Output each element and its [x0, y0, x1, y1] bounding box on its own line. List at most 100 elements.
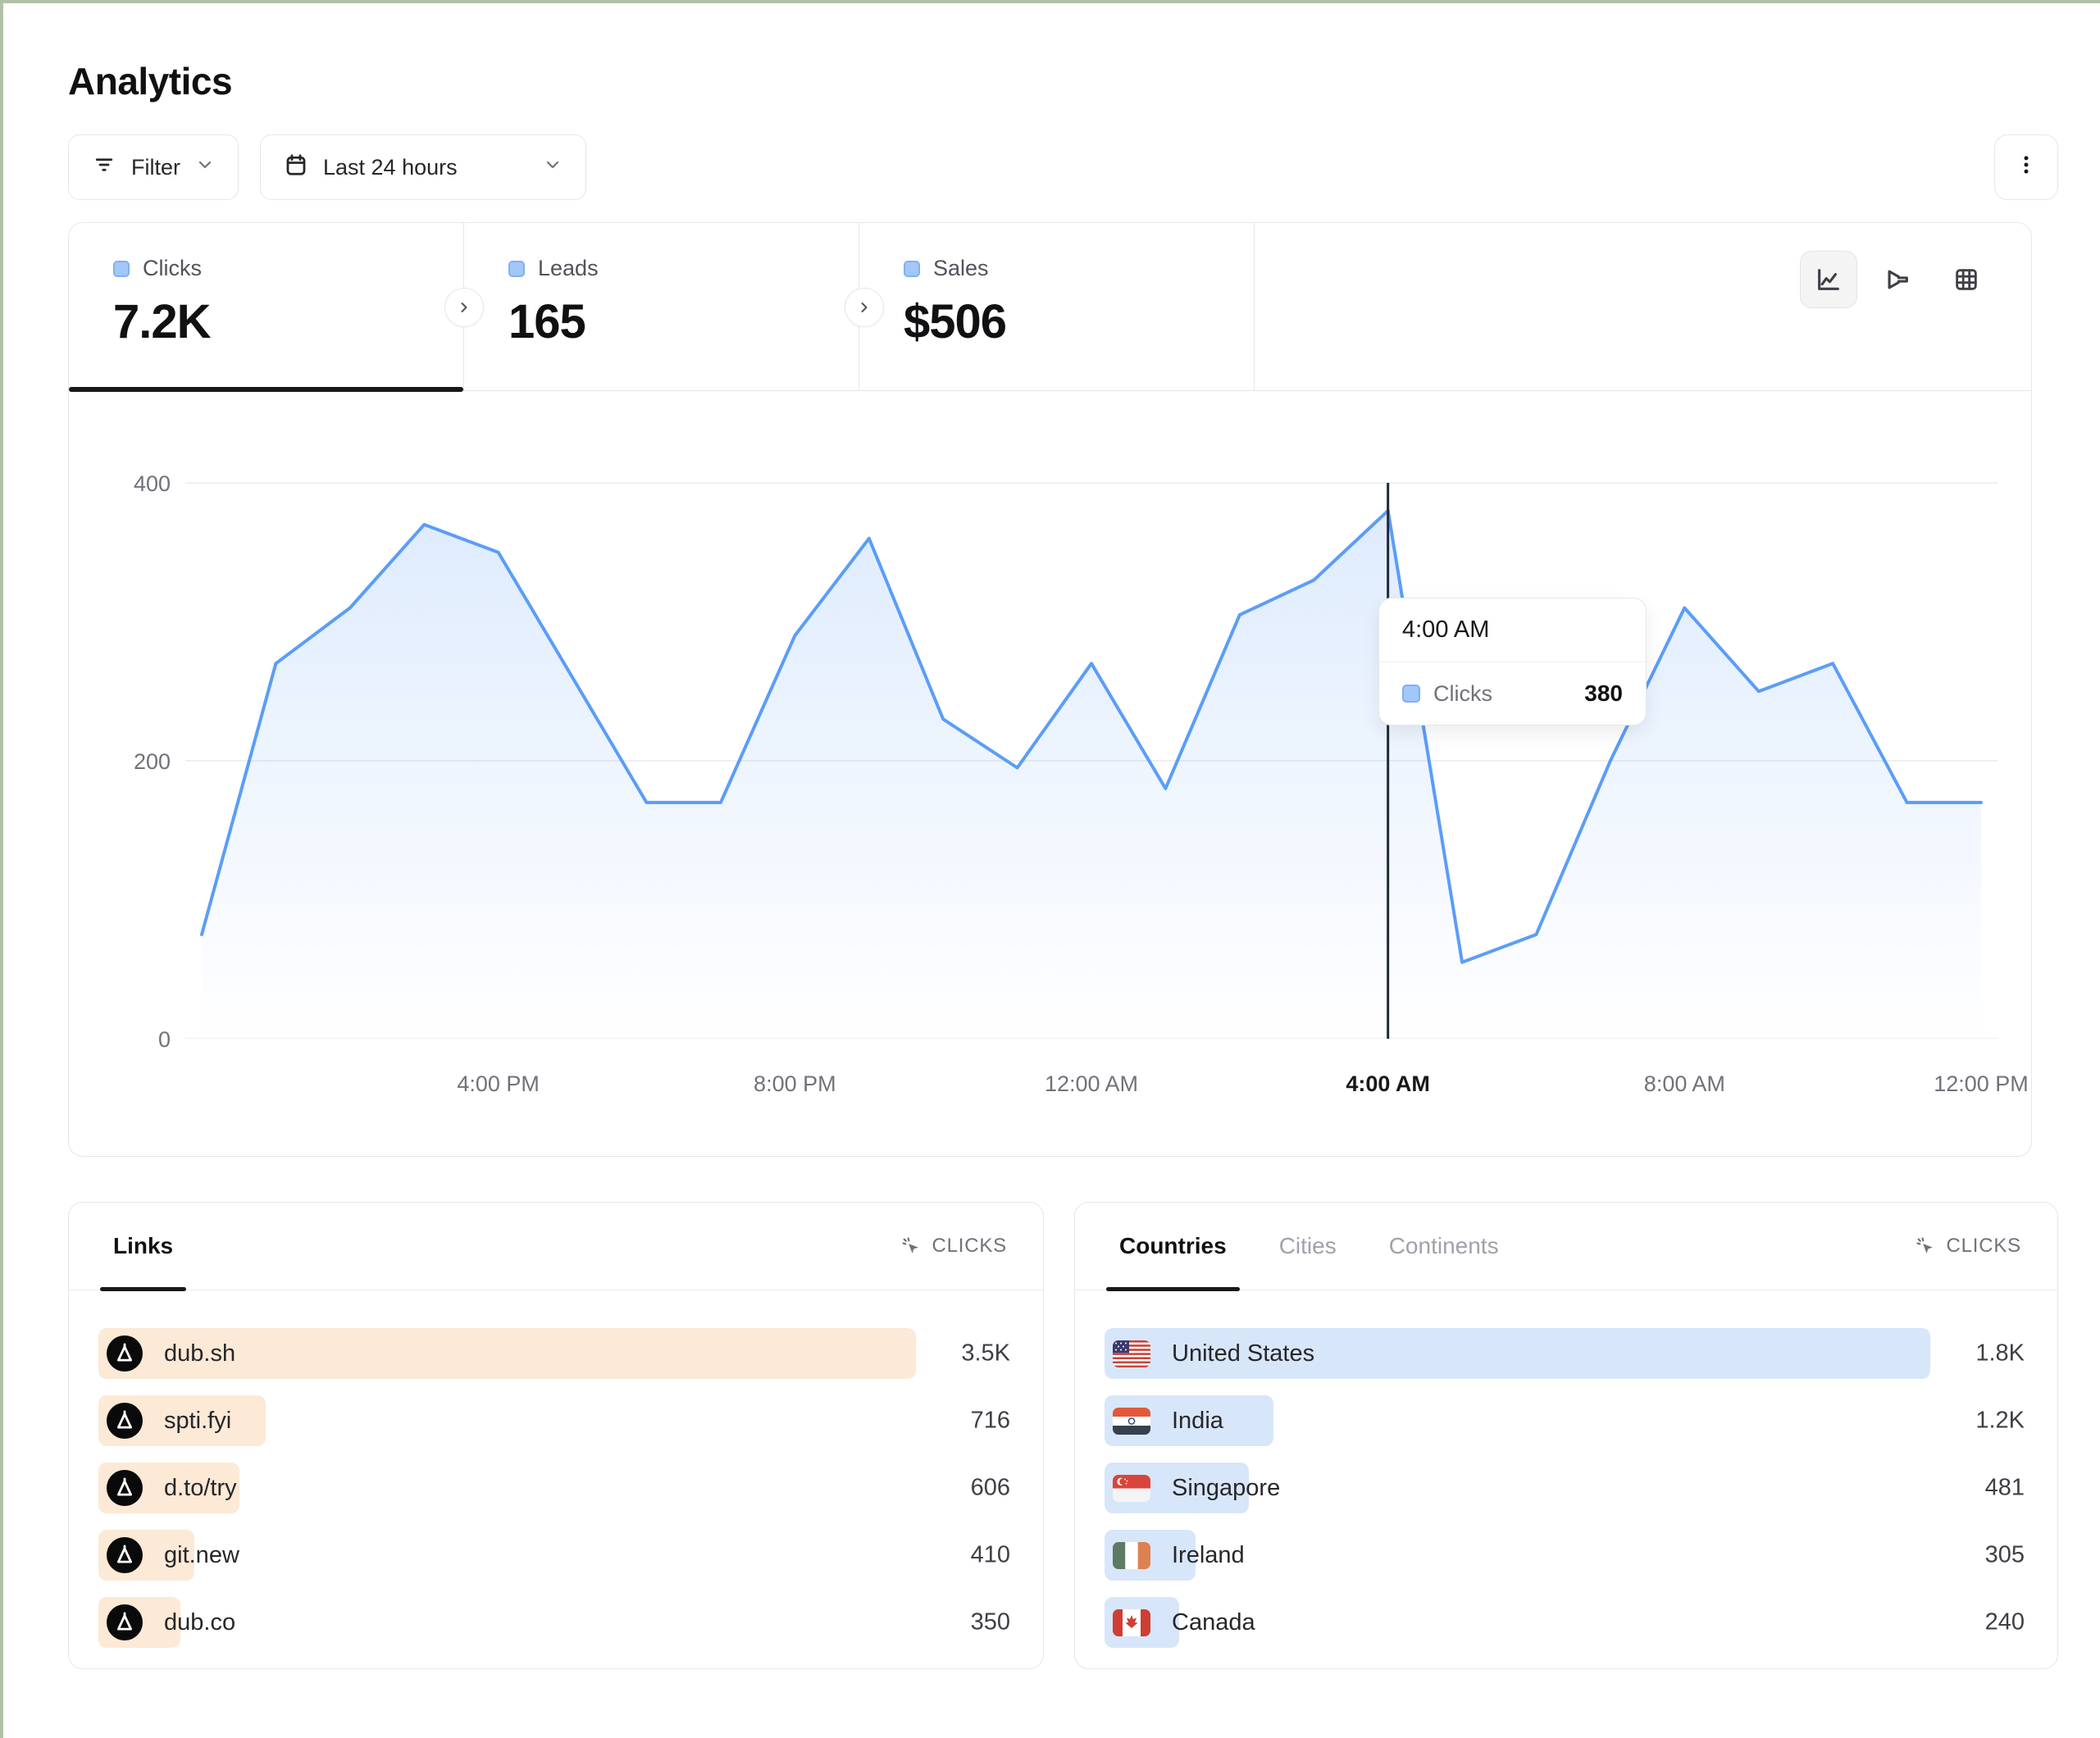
- tab-links-label: Links: [113, 1233, 174, 1258]
- tab-continents[interactable]: Continents: [1389, 1203, 1499, 1290]
- line-chart-icon: [1818, 269, 1839, 290]
- cursor-click-icon: [901, 1236, 918, 1253]
- ireland-flag-icon: [1113, 1541, 1150, 1569]
- link-clicks: 410: [970, 1541, 1010, 1568]
- area-chart-canvas[interactable]: [185, 473, 1998, 1039]
- countries-list: United States 1.8K India 1.2: [1075, 1290, 2057, 1648]
- links-metric-label: CLICKS: [932, 1235, 1007, 1257]
- link-label: git.new: [164, 1541, 239, 1568]
- filter-icon: [92, 152, 116, 183]
- expand-leads-button[interactable]: [845, 288, 884, 327]
- canada-flag-icon: [1113, 1608, 1150, 1636]
- tab-cities-label: Cities: [1278, 1233, 1337, 1258]
- countries-panel-header: Countries Cities Continents CLICKS: [1075, 1203, 2057, 1291]
- grid-icon: [1956, 269, 1977, 290]
- country-label: Ireland: [1172, 1541, 1245, 1568]
- toolbar: Filter Last 24 hours: [68, 134, 2058, 200]
- dub-logo-icon: [107, 1335, 143, 1372]
- breakdown-panels: Links CLICKS dub.sh: [68, 1202, 2100, 1669]
- stat-tabs: Clicks 7.2K Leads 165 Sales $506: [69, 223, 2031, 392]
- list-item[interactable]: dub.sh 3.5K: [98, 1328, 1010, 1379]
- country-clicks: 1.2K: [1975, 1407, 2025, 1434]
- country-clicks: 240: [1984, 1608, 2025, 1636]
- country-clicks: 481: [1984, 1474, 2025, 1501]
- list-item[interactable]: Ireland 305: [1105, 1530, 2025, 1581]
- page-title: Analytics: [68, 60, 233, 102]
- more-options-button[interactable]: [1994, 134, 2058, 200]
- link-clicks: 3.5K: [961, 1340, 1010, 1367]
- y-tick-label: 200: [133, 749, 171, 774]
- links-panel-header: Links CLICKS: [69, 1203, 1043, 1291]
- dub-logo-icon: [107, 1537, 143, 1573]
- clicks-legend-swatch: [113, 260, 130, 277]
- dub-logo-icon: [107, 1403, 143, 1439]
- country-label: Canada: [1172, 1608, 1255, 1636]
- tab-cities[interactable]: Cities: [1279, 1203, 1337, 1290]
- list-item[interactable]: d.to/try 606: [98, 1463, 1010, 1513]
- country-label: United States: [1172, 1340, 1315, 1367]
- clicks-label: Clicks: [143, 256, 202, 280]
- leads-legend-swatch: [508, 260, 525, 277]
- list-item[interactable]: Singapore 481: [1105, 1463, 2025, 1513]
- funnel-icon: [1888, 270, 1908, 289]
- country-clicks: 305: [1984, 1541, 2025, 1568]
- x-tick-label: 12:00 PM: [1934, 1071, 2029, 1096]
- line-chart-view-button[interactable]: [1800, 251, 1857, 308]
- link-clicks: 716: [970, 1407, 1010, 1434]
- filter-button-label: Filter: [131, 154, 180, 180]
- chevron-right-icon: [461, 303, 467, 312]
- links-panel: Links CLICKS dub.sh: [68, 1202, 1044, 1669]
- list-item[interactable]: dub.co 350: [98, 1597, 1010, 1648]
- y-tick-label: 400: [133, 471, 171, 496]
- x-tick-label: 12:00 AM: [1044, 1071, 1139, 1096]
- analytics-page: Analytics Filter Last 24 hours: [3, 3, 2100, 1669]
- tooltip-legend-swatch: [1402, 685, 1420, 703]
- singapore-flag-icon: [1113, 1474, 1150, 1502]
- x-tick-label: 8:00 AM: [1643, 1071, 1725, 1096]
- filter-button[interactable]: Filter: [68, 134, 239, 200]
- tab-links[interactable]: Links: [99, 1203, 187, 1291]
- clicks-chart[interactable]: 0 200 400 4:00 PM 8:00 PM 12:00 AM 4:00 AM 8:0…: [69, 391, 2031, 1155]
- links-metric[interactable]: CLICKS: [900, 1235, 1008, 1258]
- calendar-icon: [284, 152, 308, 183]
- x-tick-label: 4:00 AM: [1346, 1071, 1430, 1096]
- country-label: India: [1172, 1407, 1223, 1434]
- list-item[interactable]: United States 1.8K: [1105, 1328, 2025, 1379]
- list-item[interactable]: Canada 240: [1105, 1597, 2025, 1648]
- sales-label: Sales: [933, 256, 989, 280]
- tab-leads[interactable]: Leads 165: [464, 223, 859, 390]
- table-view-button[interactable]: [1938, 251, 1995, 308]
- chart-area-fill: [202, 510, 1981, 1039]
- leads-value: 165: [508, 295, 586, 348]
- chevron-down-icon: [543, 155, 563, 180]
- leads-label: Leads: [538, 256, 599, 280]
- country-clicks: 1.8K: [1975, 1340, 2025, 1367]
- chevron-down-icon: [195, 155, 215, 180]
- countries-metric[interactable]: CLICKS: [1915, 1235, 2022, 1258]
- funnel-view-button[interactable]: [1869, 251, 1926, 308]
- country-label: Singapore: [1172, 1474, 1281, 1501]
- x-tick-label: 8:00 PM: [754, 1071, 836, 1096]
- tab-countries[interactable]: Countries: [1106, 1203, 1240, 1291]
- us-flag-icon: [1113, 1340, 1150, 1367]
- tab-countries-label: Countries: [1119, 1233, 1227, 1258]
- list-item[interactable]: spti.fyi 716: [98, 1395, 1010, 1446]
- tooltip-time: 4:00 AM: [1379, 598, 1646, 662]
- chart-view-switcher: [1800, 251, 1995, 308]
- countries-panel: Countries Cities Continents CLICKS: [1074, 1202, 2058, 1669]
- link-label: dub.co: [164, 1608, 236, 1636]
- x-tick-label: 4:00 PM: [457, 1071, 540, 1096]
- india-flag-icon: [1113, 1407, 1150, 1435]
- dub-logo-icon: [107, 1470, 143, 1506]
- link-label: d.to/try: [164, 1474, 237, 1501]
- list-item[interactable]: git.new 410: [98, 1530, 1010, 1581]
- tab-sales[interactable]: Sales $506: [859, 223, 1255, 390]
- list-item[interactable]: India 1.2K: [1105, 1395, 2025, 1446]
- analytics-card: Clicks 7.2K Leads 165 Sales $506: [68, 222, 2032, 1157]
- expand-clicks-button[interactable]: [444, 288, 484, 327]
- date-range-button[interactable]: Last 24 hours: [260, 134, 586, 200]
- link-label: spti.fyi: [164, 1407, 232, 1434]
- y-tick-label: 0: [157, 1027, 171, 1052]
- link-label: dub.sh: [164, 1340, 236, 1367]
- tab-clicks[interactable]: Clicks 7.2K: [69, 223, 464, 392]
